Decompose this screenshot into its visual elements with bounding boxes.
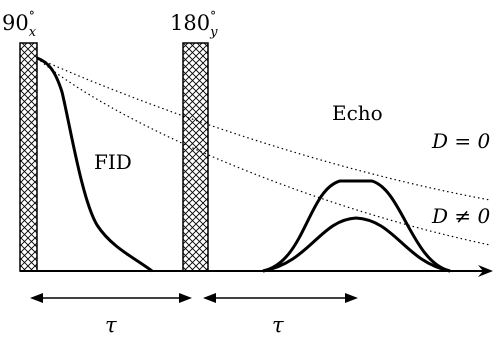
echo-curve-d-nonzero (263, 218, 450, 271)
pulse-90-label: 90° x (2, 9, 37, 40)
tau-label-2: τ (272, 313, 284, 337)
fid-label: FID (94, 150, 132, 174)
pulse-180-label: 180° y (170, 9, 218, 40)
tau-arrow-2 (203, 293, 358, 303)
d-nonzero-label: D ≠ 0 (431, 204, 491, 228)
echo-label: Echo (332, 101, 383, 125)
tau-label-1: τ (105, 313, 117, 337)
pulse-90-bar (20, 43, 37, 271)
pulse-180-bar (183, 43, 208, 271)
decay-envelope-d-zero (37, 58, 490, 200)
tau-arrow-1 (30, 293, 192, 303)
d-zero-label: D = 0 (431, 129, 491, 153)
